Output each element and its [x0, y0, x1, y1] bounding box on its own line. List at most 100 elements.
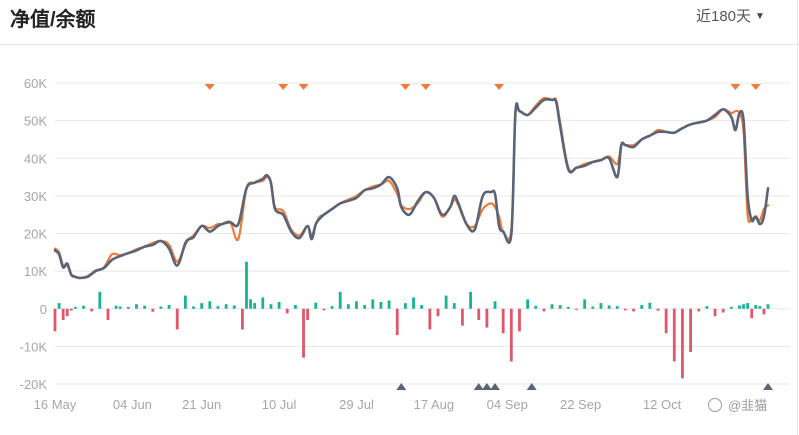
bar-positive	[135, 304, 138, 309]
bar-positive	[729, 306, 733, 309]
bottom-marker	[526, 383, 537, 390]
top-marker	[204, 84, 215, 90]
bar-negative	[106, 308, 110, 321]
bar-negative	[485, 308, 489, 328]
bar-positive	[705, 306, 709, 309]
bottom-marker	[481, 383, 492, 390]
bar-positive	[452, 303, 456, 309]
bar-positive	[746, 303, 750, 309]
bar-negative	[436, 308, 440, 317]
bar-positive	[379, 301, 383, 309]
bar-positive	[338, 291, 342, 309]
bar-positive	[558, 304, 562, 309]
bar-positive	[277, 301, 281, 309]
y-tick-label: 60K	[24, 76, 47, 91]
bar-positive	[607, 305, 611, 309]
bar-positive	[591, 306, 595, 309]
range-selector[interactable]: 近180天 ▼	[696, 5, 765, 26]
bar-positive	[444, 295, 448, 309]
bar-positive	[183, 295, 187, 309]
y-tick-label: 0	[40, 302, 47, 317]
bar-negative	[624, 308, 627, 311]
bottom-marker	[396, 383, 407, 390]
event-markers	[204, 84, 773, 390]
bar-positive	[167, 304, 171, 309]
x-tick-label: 21 Jun	[182, 397, 221, 412]
bar-positive	[73, 306, 77, 309]
bar-positive	[253, 303, 257, 309]
bar-positive	[98, 291, 102, 309]
x-axis-labels: 16 May 04 Jun 21 Jun 10 Jul 29 Jul 17 Aug 04 S…	[34, 397, 682, 412]
x-tick-label: 17 Aug	[414, 397, 455, 412]
bar-positive	[742, 304, 745, 309]
bar-negative	[689, 308, 692, 353]
bar-positive	[550, 304, 554, 309]
bar-positive	[387, 300, 391, 309]
bar-negative	[681, 308, 684, 379]
bar-positive	[232, 305, 236, 309]
x-tick-label: 10 Jul	[262, 397, 297, 412]
bar-negative	[762, 308, 766, 315]
bar-positive	[293, 304, 297, 309]
top-marker	[494, 84, 505, 90]
y-tick-label: -20K	[20, 377, 48, 392]
bar-positive	[403, 303, 407, 309]
bar-positive	[224, 304, 228, 309]
bottom-marker	[473, 383, 484, 390]
caret-down-icon: ▼	[755, 11, 765, 22]
bar-positive	[114, 305, 118, 309]
bar-positive	[330, 306, 334, 309]
bar-negative	[241, 308, 244, 330]
weibo-icon	[708, 398, 722, 412]
top-marker	[298, 84, 309, 90]
x-tick-label: 22 Sep	[560, 397, 601, 412]
bar-negative	[461, 308, 464, 326]
series-lines	[53, 96, 770, 280]
bar-positive	[615, 306, 619, 309]
top-marker	[278, 84, 289, 90]
panel-title: 净值/余额	[10, 9, 96, 31]
bar-positive	[469, 291, 472, 309]
bar-negative	[542, 308, 546, 312]
bar-negative	[575, 308, 578, 310]
bar-positive	[599, 303, 603, 309]
bar-positive	[245, 261, 248, 309]
bar-positive	[758, 306, 762, 309]
bar-negative	[697, 308, 701, 312]
bar-positive	[534, 305, 538, 309]
daily-change-bars	[53, 261, 770, 379]
bar-negative	[151, 308, 155, 312]
y-tick-label: -10K	[20, 339, 48, 354]
bar-positive	[738, 305, 741, 309]
bar-negative	[90, 308, 94, 312]
watermark-text: @韭猫	[728, 398, 768, 413]
balance-line	[53, 96, 770, 280]
bar-positive	[420, 304, 424, 309]
bar-negative	[306, 308, 310, 321]
bar-positive	[363, 304, 367, 309]
bar-positive	[269, 304, 273, 309]
y-axis-labels: 60K 50K 40K 30K 20K 10K 0 -10K -20K	[20, 76, 48, 392]
top-marker	[750, 84, 761, 90]
bar-negative	[285, 308, 289, 314]
bar-negative	[713, 308, 717, 317]
bar-positive	[314, 302, 318, 309]
bar-positive	[566, 306, 570, 309]
bar-positive	[412, 297, 415, 309]
bottom-marker	[490, 383, 501, 390]
watermark: @韭猫	[708, 395, 767, 414]
range-label: 近180天	[696, 8, 752, 25]
bar-negative	[672, 308, 676, 362]
bottom-marker	[763, 383, 773, 390]
bar-negative	[664, 308, 668, 334]
bar-positive	[640, 304, 644, 309]
bar-positive	[493, 301, 497, 309]
bar-positive	[754, 304, 758, 309]
bar-negative	[69, 308, 73, 311]
bar-positive	[766, 304, 770, 309]
x-tick-label: 12 Oct	[643, 397, 682, 412]
bar-positive	[192, 306, 195, 309]
bar-negative	[721, 308, 725, 313]
bar-negative	[518, 308, 521, 332]
